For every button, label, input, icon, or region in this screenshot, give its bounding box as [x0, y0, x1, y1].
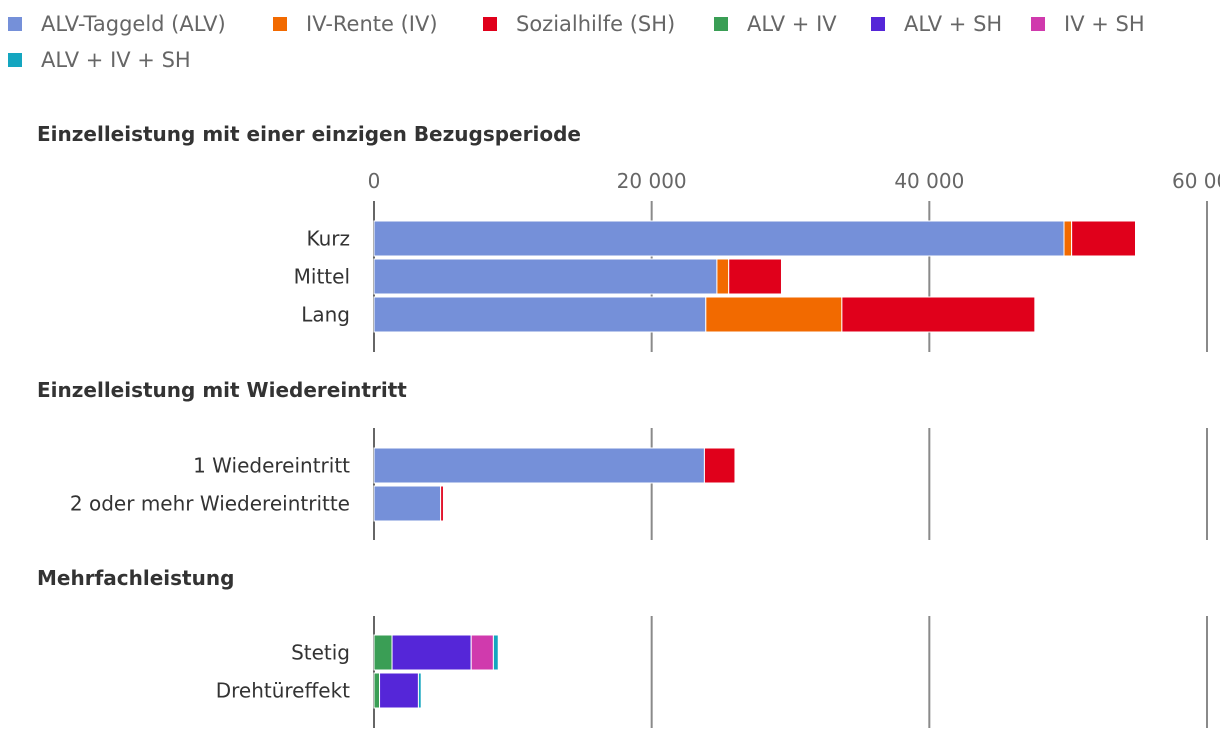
- bar-segment-sh: Mittel – Sozialhilfe (SH): 3800: [728, 258, 782, 295]
- panel-title: Mehrfachleistung: [37, 566, 234, 590]
- legend-label: ALV-Taggeld (ALV): [41, 12, 226, 36]
- bar-segment-sh: Lang – Sozialhilfe (SH): 13900: [841, 296, 1036, 333]
- x-tick-label: 0: [368, 169, 381, 193]
- category-label: Mittel: [294, 265, 350, 289]
- x-tick-label: 20 000: [617, 169, 687, 193]
- legend-label: ALV + IV + SH: [41, 48, 191, 72]
- category-label: Kurz: [306, 227, 350, 251]
- bar-segment-iv: Kurz – IV-Rente (IV): 550: [1063, 220, 1073, 257]
- bar-segment-alv-iv: Stetig – ALV + IV: 1300: [373, 634, 393, 671]
- legend-label: Sozialhilfe (SH): [516, 12, 676, 36]
- category-label: 2 oder mehr Wiedereintritte: [70, 492, 350, 516]
- legend-label: ALV + SH: [904, 12, 1003, 36]
- legend-item-alv-iv[interactable]: ALV + IV: [714, 12, 837, 36]
- legend-swatch: [273, 17, 287, 31]
- bar-segment-iv: Mittel – IV-Rente (IV): 850: [716, 258, 730, 295]
- x-tick-label: 60 000: [1172, 169, 1220, 193]
- bar-segment-sh: Kurz – Sozialhilfe (SH): 4600: [1071, 220, 1137, 257]
- bar-segment-alv-iv-sh: Drehtüreffekt – ALV + IV + SH: 200: [417, 672, 422, 709]
- bar-segment-alv: Kurz – ALV-Taggeld (ALV): 49700: [373, 220, 1065, 257]
- legend-swatch: [871, 17, 885, 31]
- panel-title: Einzelleistung mit einer einzigen Bezugs…: [37, 122, 581, 146]
- legend-swatch: [1031, 17, 1045, 31]
- x-tick-label: 40 000: [894, 169, 964, 193]
- legend-item-alv[interactable]: ALV-Taggeld (ALV): [8, 12, 226, 36]
- chart-panel-3: Mehrfachleistung Stetig Stetig – ALV + IV:…: [37, 566, 1208, 728]
- bar-segment-alv-sh: Drehtüreffekt – ALV + SH: 2800: [379, 672, 419, 709]
- legend-swatch: [8, 17, 22, 31]
- bar-segment-alv: 2 oder mehr Wiedereintritte – ALV-Taggel…: [373, 485, 442, 522]
- legend-item-alv-sh[interactable]: ALV + SH: [871, 12, 1002, 36]
- category-label: Drehtüreffekt: [216, 679, 350, 703]
- panel-title: Einzelleistung mit Wiedereintritt: [37, 378, 407, 402]
- legend-label: IV-Rente (IV): [306, 12, 438, 36]
- chart-panel-2: Einzelleistung mit Wiedereintritt 1 Wiede…: [37, 378, 1208, 540]
- bar-segment-alv: Lang – ALV-Taggeld (ALV): 23900: [373, 296, 707, 333]
- category-label: 1 Wiedereintritt: [193, 454, 350, 478]
- legend-swatch: [714, 17, 728, 31]
- chart-panel-1: Einzelleistung mit einer einzigen Bezugs…: [37, 122, 1208, 352]
- legend-item-alv-iv-sh[interactable]: ALV + IV + SH: [8, 48, 191, 72]
- legend-swatch: [8, 53, 22, 67]
- bar-segment-alv: 1 Wiedereintritt – ALV-Taggeld (ALV): 23…: [373, 447, 705, 484]
- bar-segment-alv-iv: Drehtüreffekt – ALV + IV: 400: [373, 672, 381, 709]
- legend-item-iv-sh[interactable]: IV + SH: [1031, 12, 1145, 36]
- bar-segment-iv: Lang – IV-Rente (IV): 9800: [705, 296, 843, 333]
- bar-segment-sh: 2 oder mehr Wiedereintritte – Sozialhilf…: [440, 485, 444, 522]
- bar-segment-alv: Mittel – ALV-Taggeld (ALV): 24700: [373, 258, 718, 295]
- category-label: Stetig: [291, 641, 350, 665]
- bar-segment-alv-sh: Stetig – ALV + SH: 5700: [391, 634, 472, 671]
- category-label: Lang: [301, 303, 350, 327]
- bar-segment-sh: 1 Wiedereintritt – Sozialhilfe (SH): 220…: [703, 447, 736, 484]
- legend-swatch: [483, 17, 497, 31]
- legend-item-sh[interactable]: Sozialhilfe (SH): [483, 12, 675, 36]
- bar-segment-iv-sh: Stetig – IV + SH: 1600: [470, 634, 494, 671]
- legend-item-iv[interactable]: IV-Rente (IV): [273, 12, 438, 36]
- bar-segment-alv-iv-sh: Stetig – ALV + IV + SH: 350: [492, 634, 499, 671]
- legend-label: ALV + IV: [747, 12, 837, 36]
- legend-label: IV + SH: [1064, 12, 1145, 36]
